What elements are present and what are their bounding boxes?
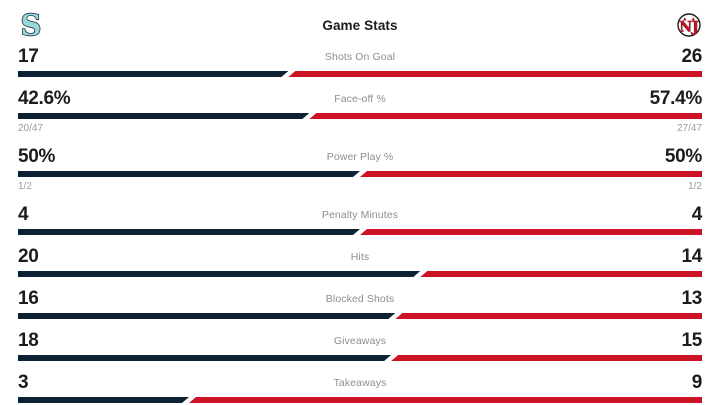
stat-row: 50% Power Play % 50% 1/2 1/2 xyxy=(18,146,702,193)
stat-bar xyxy=(18,397,702,403)
stat-row: 17 Shots On Goal 26 xyxy=(18,46,702,77)
stat-bar xyxy=(18,355,702,361)
stat-bar xyxy=(18,229,702,235)
stat-bar xyxy=(18,113,702,119)
away-value: 14 xyxy=(681,246,702,267)
home-bar xyxy=(18,355,391,361)
away-bar xyxy=(391,355,702,361)
stat-bar xyxy=(18,171,702,177)
stat-row: 20 Hits 14 xyxy=(18,246,702,277)
home-value: 3 xyxy=(18,372,29,393)
stats-list: 17 Shots On Goal 26 42.6% Face-off % 57.… xyxy=(18,46,702,403)
seattle-kraken-logo: S xyxy=(18,10,44,40)
stat-sub-line: 20/47 27/47 xyxy=(18,123,702,135)
stat-row: 3 Takeaways 9 xyxy=(18,372,702,403)
home-bar xyxy=(18,113,309,119)
home-bar xyxy=(18,313,395,319)
stat-row: 42.6% Face-off % 57.4% 20/47 27/47 xyxy=(18,88,702,135)
stat-label: Penalty Minutes xyxy=(321,208,399,221)
stat-value-line: 42.6% Face-off % 57.4% xyxy=(18,88,702,109)
home-bar xyxy=(18,71,288,77)
stat-label: Takeaways xyxy=(333,376,387,389)
stat-row: 16 Blocked Shots 13 xyxy=(18,288,702,319)
away-sub: 27/47 xyxy=(676,123,702,134)
stat-label: Power Play % xyxy=(326,150,394,163)
stat-label: Blocked Shots xyxy=(325,292,395,305)
away-value: 9 xyxy=(691,372,703,393)
stat-value-line: 50% Power Play % 50% xyxy=(18,146,702,167)
home-bar xyxy=(18,171,360,177)
away-bar xyxy=(189,397,702,403)
home-value: 42.6% xyxy=(18,88,71,109)
away-bar xyxy=(360,171,702,177)
header: S Game Stats NJ xyxy=(18,10,702,40)
stat-bar xyxy=(18,71,702,77)
away-bar xyxy=(288,71,702,77)
away-bar xyxy=(420,271,702,277)
page-title: Game Stats xyxy=(322,17,398,33)
home-value: 20 xyxy=(18,246,39,267)
new-jersey-devils-logo: NJ xyxy=(676,10,702,40)
stat-value-line: 18 Giveaways 15 xyxy=(18,330,702,351)
stat-bar xyxy=(18,271,702,277)
stat-label: Face-off % xyxy=(334,92,386,105)
stat-label: Giveaways xyxy=(333,334,387,347)
away-sub: 1/2 xyxy=(688,181,702,192)
stat-value-line: 17 Shots On Goal 26 xyxy=(18,46,702,67)
svg-text:S: S xyxy=(21,10,42,40)
stat-bar xyxy=(18,313,702,319)
stat-label: Hits xyxy=(350,250,370,263)
away-value: 26 xyxy=(681,46,702,67)
home-value: 18 xyxy=(18,330,39,351)
away-bar xyxy=(309,113,702,119)
home-sub: 20/47 xyxy=(18,123,44,134)
home-sub: 1/2 xyxy=(18,181,32,192)
stat-value-line: 4 Penalty Minutes 4 xyxy=(18,204,702,225)
stat-value-line: 20 Hits 14 xyxy=(18,246,702,267)
stat-label: Shots On Goal xyxy=(324,50,396,63)
svg-text:NJ: NJ xyxy=(679,20,699,36)
stat-value-line: 16 Blocked Shots 13 xyxy=(18,288,702,309)
stat-value-line: 3 Takeaways 9 xyxy=(18,372,702,393)
stat-row: 18 Giveaways 15 xyxy=(18,330,702,361)
away-bar xyxy=(395,313,702,319)
home-bar xyxy=(18,397,189,403)
home-value: 50% xyxy=(18,146,56,167)
stat-row: 4 Penalty Minutes 4 xyxy=(18,204,702,235)
away-bar xyxy=(360,229,702,235)
home-value: 17 xyxy=(18,46,39,67)
away-value: 50% xyxy=(664,146,702,167)
away-value: 4 xyxy=(691,204,703,225)
away-value: 13 xyxy=(681,288,702,309)
home-bar xyxy=(18,271,420,277)
home-bar xyxy=(18,229,360,235)
home-value: 4 xyxy=(18,204,29,225)
away-value: 57.4% xyxy=(649,88,703,109)
stat-sub-line: 1/2 1/2 xyxy=(18,181,702,193)
home-value: 16 xyxy=(18,288,39,309)
away-value: 15 xyxy=(681,330,702,351)
